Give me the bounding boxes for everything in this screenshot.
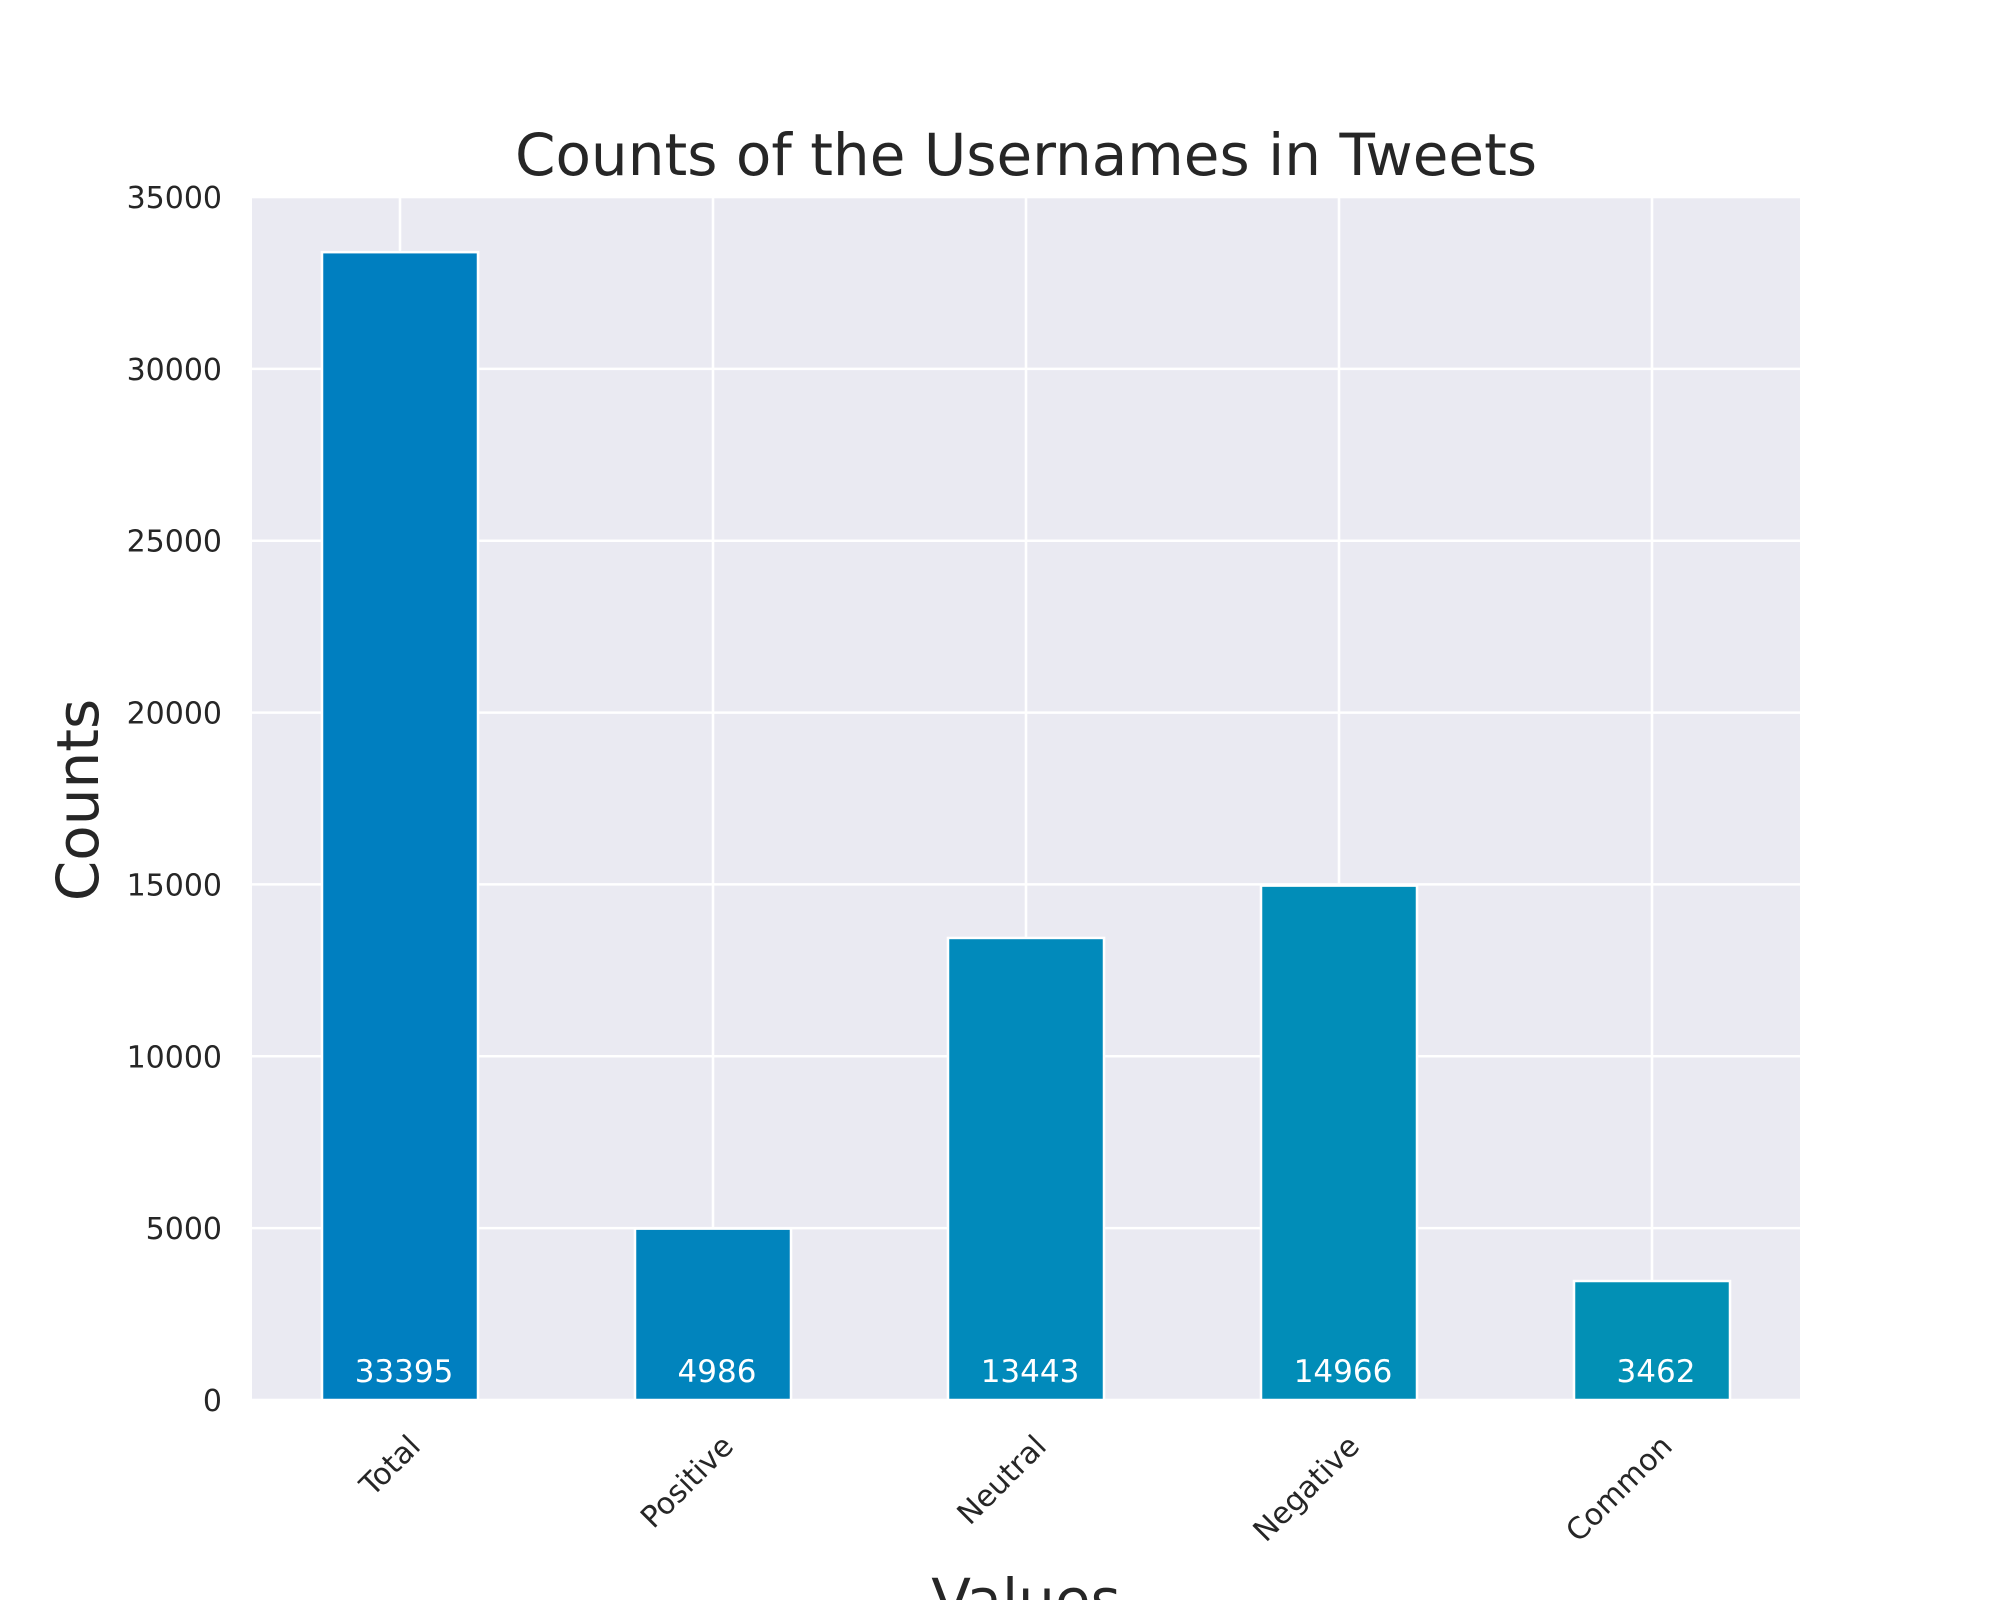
data-label: 4986 [678, 1354, 757, 1390]
y-tick-label: 35000 [127, 181, 222, 216]
bars [320, 250, 1732, 1402]
x-axis-label: Values [931, 1566, 1121, 1600]
data-label: 14966 [1294, 1354, 1393, 1390]
y-tick-label: 10000 [127, 1040, 222, 1075]
x-tick-label: Positive [634, 1429, 741, 1536]
y-tick-label: 25000 [127, 525, 222, 560]
y-tick-label: 0 [203, 1384, 222, 1419]
bar-negative [1259, 884, 1419, 1402]
y-tick-label: 20000 [127, 697, 222, 732]
x-tick-label: Negative [1247, 1429, 1367, 1549]
y-axis-label: Counts [44, 699, 112, 901]
x-tick-label: Neutral [951, 1429, 1054, 1532]
chart-title: Counts of the Usernames in Tweets [515, 121, 1537, 189]
x-tick-label: Total [353, 1429, 428, 1504]
y-tick-labels: 0 5000 10000 15000 20000 25000 30000 35000 [127, 181, 222, 1419]
bar-neutral [946, 936, 1106, 1402]
y-tick-label: 15000 [127, 868, 222, 903]
data-labels: 33395 4986 13443 14966 3462 [355, 1354, 1696, 1390]
x-tick-labels: Total Positive Neutral Negative Common [353, 1429, 1680, 1549]
y-tick-label: 5000 [146, 1212, 222, 1247]
bar-positive [633, 1227, 793, 1402]
data-label: 3462 [1617, 1354, 1696, 1390]
data-label: 33395 [355, 1354, 454, 1390]
y-tick-label: 30000 [127, 353, 222, 388]
x-tick-label: Common [1559, 1429, 1679, 1549]
bar-total [320, 250, 480, 1402]
bar-common [1572, 1279, 1732, 1402]
data-label: 13443 [981, 1354, 1080, 1390]
